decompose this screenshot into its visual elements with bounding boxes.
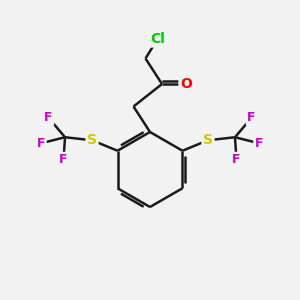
Text: O: O: [180, 77, 192, 91]
Text: F: F: [37, 137, 45, 150]
Text: S: S: [203, 133, 213, 147]
Text: F: F: [232, 153, 241, 166]
Text: F: F: [247, 111, 256, 124]
Text: F: F: [44, 111, 53, 124]
Text: F: F: [59, 153, 68, 166]
Text: S: S: [87, 133, 97, 147]
Text: Cl: Cl: [150, 32, 165, 46]
Text: F: F: [255, 137, 263, 150]
